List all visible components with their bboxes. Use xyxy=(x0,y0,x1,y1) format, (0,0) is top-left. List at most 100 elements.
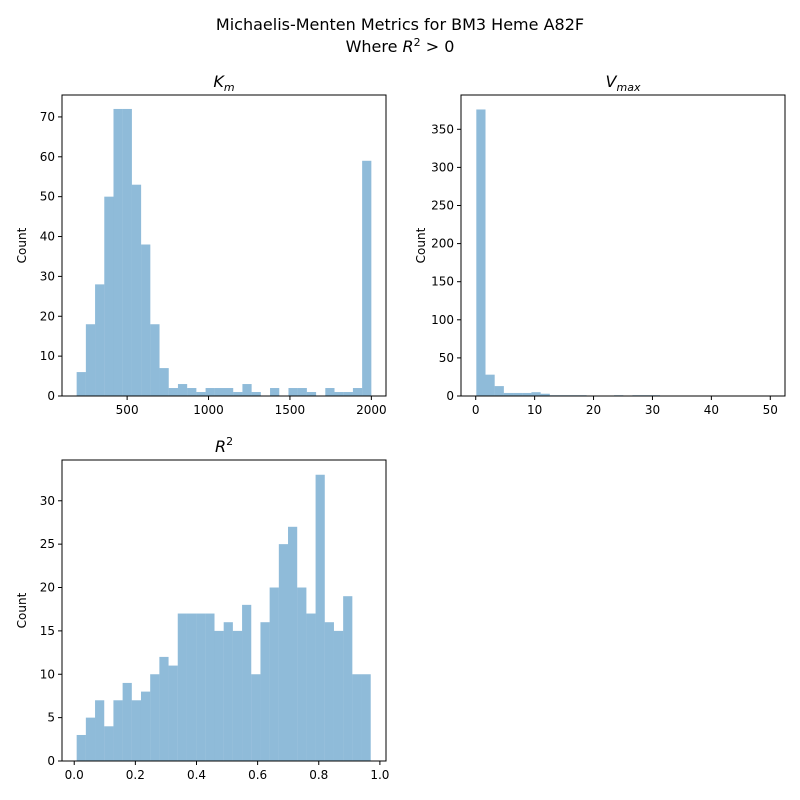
km-bar xyxy=(297,388,307,396)
r2-bar xyxy=(242,604,252,761)
km-bar xyxy=(306,392,317,396)
r2-bar xyxy=(76,734,86,761)
vmax-x-tick-label: 20 xyxy=(586,403,601,417)
km-bar xyxy=(95,284,105,396)
km-bar xyxy=(270,388,280,396)
r2-bar xyxy=(278,544,289,761)
r2-y-tick-label: 30 xyxy=(40,494,55,508)
r2-y-tick-label: 15 xyxy=(40,624,55,638)
vmax-y-tick-label: 0 xyxy=(446,389,454,403)
vmax-histogram: 0 10 20 30 40 50 0 50 100 150 200 250 300 350 Count Vma… xyxy=(414,72,786,417)
r2-axes-frame xyxy=(61,459,387,762)
r2-x-tick-label: 0.0 xyxy=(65,768,84,782)
km-bar xyxy=(85,324,96,396)
km-bar xyxy=(122,108,132,396)
r2-bar xyxy=(150,674,160,761)
r2-x-tick-label: 0.2 xyxy=(126,768,145,782)
km-bar xyxy=(104,196,114,396)
figure-subtitle: Where R2 > 0 xyxy=(346,36,455,56)
r2-bar xyxy=(352,674,362,761)
vmax-y-axis-label: Count xyxy=(414,227,428,263)
r2-bar xyxy=(288,526,298,761)
km-x-tick-label: 1500 xyxy=(275,403,306,417)
vmax-bar xyxy=(531,392,541,396)
km-bar xyxy=(187,388,197,396)
vmax-bar xyxy=(522,392,532,396)
km-y-tick-label: 70 xyxy=(40,110,55,124)
vmax-x-tick-label: 0 xyxy=(472,403,480,417)
vmax-bar xyxy=(503,392,514,396)
km-bar xyxy=(343,392,353,396)
vmax-y-tick-label: 150 xyxy=(431,275,454,289)
vmax-bar xyxy=(540,393,550,396)
km-bar xyxy=(168,388,178,396)
km-bar xyxy=(334,392,344,396)
r2-bar xyxy=(343,596,353,761)
km-bar xyxy=(150,324,160,396)
vmax-bar xyxy=(494,386,504,396)
r2-bar xyxy=(260,622,270,761)
km-bar xyxy=(205,388,215,396)
r2-bar xyxy=(104,726,114,761)
km-bar xyxy=(177,384,188,396)
r2-x-tick-label: 1.0 xyxy=(370,768,389,782)
km-bar xyxy=(214,388,224,396)
km-bar xyxy=(242,384,252,396)
km-y-tick-label: 0 xyxy=(47,389,55,403)
r2-bar xyxy=(113,700,123,761)
km-histogram: 500 1000 1500 2000 0 10 20 30 40 50 60 70 Count Km xyxy=(15,72,387,417)
r2-bar xyxy=(205,613,215,761)
km-y-tick-label: 60 xyxy=(40,150,55,164)
r2-panel-title: R2 xyxy=(215,435,233,456)
r2-y-tick-label: 5 xyxy=(47,711,55,725)
km-y-axis-label: Count xyxy=(15,227,29,263)
r2-bar xyxy=(361,674,371,761)
r2-histogram: 0.0 0.2 0.4 0.6 0.8 1.0 0 5 10 15 20 25 30 Count R2 xyxy=(15,435,389,782)
r2-bar xyxy=(177,613,187,761)
r2-bar xyxy=(223,622,233,761)
km-y-tick-label: 50 xyxy=(40,190,55,204)
r2-bar xyxy=(269,587,279,761)
r2-bar xyxy=(315,474,325,761)
vmax-y-tick-label: 100 xyxy=(431,313,454,327)
vmax-panel-title: Vmax xyxy=(606,72,641,94)
vmax-y-tick-label: 350 xyxy=(431,122,454,136)
km-x-tick-label: 2000 xyxy=(356,403,387,417)
figure-title: Michaelis-Menten Metrics for BM3 Heme A8… xyxy=(216,15,584,34)
r2-y-tick-label: 25 xyxy=(40,537,55,551)
r2-bar xyxy=(196,613,206,761)
r2-bar xyxy=(333,630,344,761)
r2-bar xyxy=(95,700,105,761)
vmax-x-tick-label: 10 xyxy=(527,403,542,417)
vmax-y-tick-label: 50 xyxy=(439,351,454,365)
vmax-y-tick-label: 300 xyxy=(431,160,454,174)
km-bar xyxy=(113,108,123,396)
vmax-y-tick-label: 200 xyxy=(431,237,454,251)
r2-bar xyxy=(122,682,132,761)
r2-bar xyxy=(85,717,96,761)
r2-y-tick-label: 0 xyxy=(47,754,55,768)
vmax-x-tick-label: 40 xyxy=(704,403,719,417)
r2-bar xyxy=(186,613,197,761)
km-bar xyxy=(352,388,363,396)
r2-bar xyxy=(324,622,334,761)
r2-bar xyxy=(297,587,307,761)
km-x-tick-label: 1000 xyxy=(193,403,224,417)
km-y-tick-label: 30 xyxy=(40,269,55,283)
km-y-tick-label: 20 xyxy=(40,309,55,323)
km-x-tick-label: 500 xyxy=(116,403,139,417)
r2-bar xyxy=(131,700,141,761)
r2-bar xyxy=(214,630,224,761)
vmax-bar xyxy=(513,392,523,396)
vmax-x-tick-label: 30 xyxy=(645,403,660,417)
r2-y-tick-label: 20 xyxy=(40,581,55,595)
km-bar xyxy=(362,160,372,396)
km-bar xyxy=(141,244,151,396)
km-bar xyxy=(196,392,206,396)
km-axes-frame xyxy=(61,94,387,397)
vmax-bar xyxy=(485,374,495,396)
r2-bar xyxy=(168,665,178,761)
km-bar xyxy=(131,184,142,396)
r2-bar xyxy=(140,691,151,761)
